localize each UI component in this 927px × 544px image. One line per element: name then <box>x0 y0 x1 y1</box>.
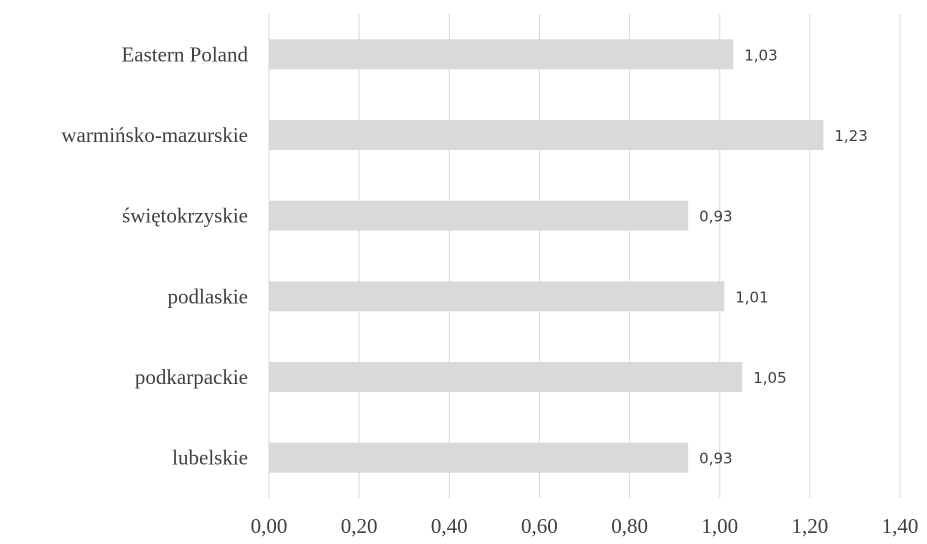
gridlines <box>268 14 901 498</box>
x-tick-label: 1,00 <box>701 514 738 538</box>
x-tick-label: 1,20 <box>791 514 828 538</box>
data-label: 1,05 <box>753 369 786 387</box>
bar <box>269 442 689 473</box>
x-tick-label: 0,40 <box>431 514 468 538</box>
data-label: 1,23 <box>834 127 867 145</box>
category-label: lubelskie <box>172 446 248 470</box>
bars <box>269 39 824 473</box>
bar <box>269 362 743 392</box>
x-tick-label: 0,00 <box>251 514 288 538</box>
data-label: 1,01 <box>735 288 768 306</box>
bar <box>269 281 725 312</box>
data-label: 0,93 <box>699 208 732 226</box>
x-tick-label: 0,80 <box>611 514 648 538</box>
category-label: Eastern Poland <box>121 42 248 66</box>
x-tick-label: 0,20 <box>341 514 378 538</box>
x-tick-label: 1,40 <box>882 514 919 538</box>
category-label: świętokrzyskie <box>122 204 248 228</box>
bar <box>269 120 824 150</box>
bar <box>269 200 689 231</box>
x-tick-label: 0,60 <box>521 514 558 538</box>
bar <box>269 39 734 70</box>
category-label: podkarpackie <box>135 365 248 389</box>
data-label: 0,93 <box>699 450 732 468</box>
category-label: warmińsko-mazurskie <box>61 123 248 147</box>
data-label: 1,03 <box>744 46 777 64</box>
category-label: podlaskie <box>168 284 248 308</box>
labels: 0,00 0,20 0,40 0,60 0,80 1,00 1,20 1,40 Eastern … <box>61 42 918 538</box>
